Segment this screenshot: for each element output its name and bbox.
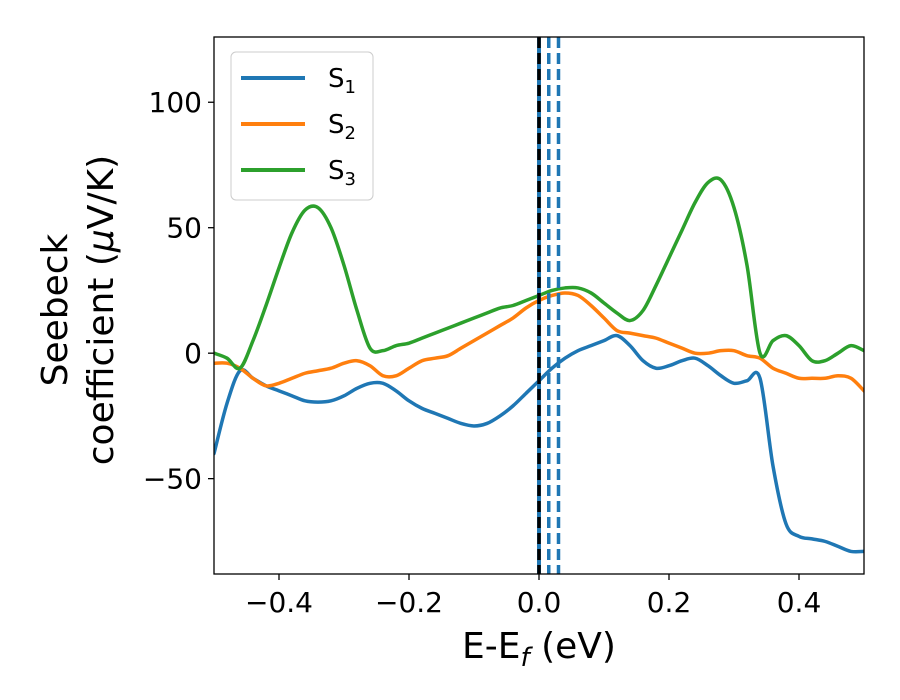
y-axis-label-line1: Seebeck <box>35 233 76 386</box>
y-ticks: −50 0 50 100 <box>143 86 214 496</box>
legend: S1 S2 S3 <box>230 51 374 201</box>
y-axis-label-line2: coefficient (μV/K) <box>81 155 122 465</box>
x-ticks: −0.4 −0.2 0.0 0.2 0.4 <box>245 574 821 619</box>
vertical-lines <box>537 37 561 574</box>
x-tick-label: −0.2 <box>375 586 443 619</box>
plot-area <box>214 37 864 574</box>
x-tick-label: 0.4 <box>777 586 822 619</box>
x-tick-label: −0.4 <box>245 586 313 619</box>
y-tick-label: 0 <box>184 337 202 370</box>
x-tick-label: 0.0 <box>517 586 562 619</box>
x-axis-label: E-Ef (eV) <box>462 626 616 673</box>
y-axis-label: Seebeck coefficient (μV/K) <box>35 155 122 465</box>
x-tick-label: 0.2 <box>647 586 692 619</box>
legend-label-s2: S2 <box>328 110 356 144</box>
legend-label-s1: S1 <box>328 64 356 98</box>
legend-label-s3: S3 <box>328 156 356 190</box>
y-tick-label: 100 <box>149 86 202 119</box>
y-tick-label: 50 <box>166 212 202 245</box>
y-tick-label: −50 <box>143 463 202 496</box>
